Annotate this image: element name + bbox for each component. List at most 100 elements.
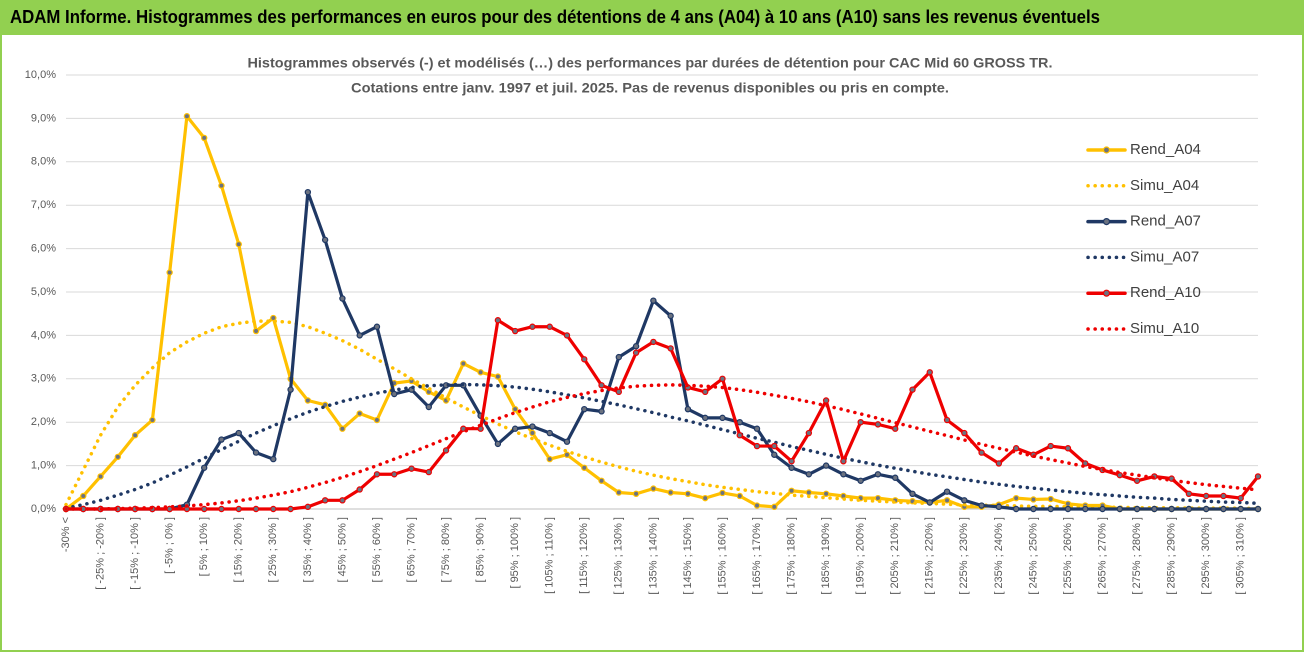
- data-point: [1064, 445, 1072, 452]
- data-point: [270, 455, 277, 463]
- data-point: [874, 421, 882, 428]
- data-point: [183, 113, 191, 120]
- x-tick-label: [ 295% ; 300% ]: [1200, 517, 1212, 595]
- data-point: [598, 477, 605, 484]
- legend-label: Rend_A04: [1130, 141, 1201, 158]
- data-point: [805, 429, 813, 437]
- data-point: [1047, 495, 1054, 503]
- x-tick-label: [ 95% ; 100% ]: [509, 517, 521, 589]
- data-point: [97, 473, 104, 480]
- data-point: [771, 442, 778, 450]
- data-point: [1012, 494, 1020, 502]
- x-tick-label: [ 55% ; 60% ]: [371, 517, 383, 582]
- y-tick-label: 10,0%: [25, 69, 56, 81]
- data-point: [892, 474, 899, 481]
- data-point: [719, 489, 726, 497]
- legend-label: Rend_A10: [1130, 284, 1201, 301]
- data-point: [1047, 505, 1054, 513]
- data-point: [701, 494, 709, 502]
- data-point: [442, 447, 450, 454]
- data-point: [1202, 505, 1210, 513]
- data-point: [1185, 505, 1193, 513]
- legend-marker: [1102, 218, 1111, 226]
- data-point: [684, 490, 692, 498]
- legend-label: Simu_A07: [1130, 248, 1199, 265]
- data-point: [1133, 477, 1141, 484]
- data-point: [995, 460, 1003, 467]
- data-point: [701, 388, 709, 396]
- data-point: [1047, 442, 1054, 450]
- data-point: [304, 503, 312, 511]
- subtitle: Cotations entre janv. 1997 et juil. 2025…: [351, 80, 949, 96]
- x-tick-label: [ 165% ; 170% ]: [751, 517, 763, 595]
- data-point: [166, 505, 173, 513]
- data-point: [304, 397, 312, 404]
- data-point: [270, 314, 277, 322]
- x-tick-label: [ 135% ; 140% ]: [647, 517, 659, 595]
- data-point: [822, 490, 830, 498]
- data-point: [511, 405, 519, 413]
- data-point: [840, 471, 847, 478]
- series-line: [64, 383, 1260, 511]
- data-point: [615, 353, 623, 361]
- x-tick-label: [ 215% ; 220% ]: [924, 517, 936, 595]
- data-point: [321, 497, 329, 504]
- data-point: [218, 436, 225, 443]
- data-point: [511, 425, 519, 432]
- series-line: [64, 190, 1260, 511]
- data-point: [218, 505, 225, 513]
- data-point: [546, 429, 553, 437]
- legend-marker: [1102, 146, 1111, 154]
- data-point: [339, 295, 346, 302]
- data-point: [356, 410, 363, 417]
- data-point: [581, 405, 588, 413]
- data-point: [684, 405, 692, 413]
- y-tick-label: 3,0%: [31, 373, 56, 385]
- data-point: [788, 458, 795, 465]
- data-point: [339, 425, 346, 432]
- data-point: [719, 414, 726, 422]
- legend-label: Simu_A04: [1130, 177, 1199, 194]
- data-point: [1237, 505, 1244, 513]
- data-point: [460, 360, 467, 367]
- x-tick-label: [ 185% ; 190% ]: [820, 517, 832, 595]
- data-point: [563, 438, 571, 445]
- data-point: [650, 485, 657, 492]
- data-point: [373, 323, 381, 330]
- data-point: [909, 490, 916, 498]
- data-point: [563, 332, 571, 339]
- data-point: [1220, 505, 1227, 513]
- data-point: [943, 416, 951, 424]
- data-point: [961, 429, 968, 437]
- data-point: [1064, 505, 1072, 513]
- data-point: [477, 369, 484, 376]
- data-point: [425, 403, 432, 411]
- data-point: [719, 375, 726, 382]
- data-point: [391, 471, 398, 478]
- data-point: [1168, 505, 1175, 513]
- data-point: [201, 505, 208, 513]
- x-tick-label: [ 275% ; 280% ]: [1131, 517, 1143, 595]
- data-point: [581, 356, 588, 363]
- data-point: [270, 505, 277, 513]
- x-tick-label: [ 265% ; 270% ]: [1096, 517, 1108, 595]
- data-point: [563, 451, 571, 458]
- data-point: [1064, 500, 1072, 507]
- data-point: [943, 497, 951, 504]
- data-point: [114, 453, 122, 461]
- data-point: [943, 488, 951, 495]
- x-tick-label: [ 25% ; 30% ]: [267, 517, 279, 582]
- data-point: [304, 188, 312, 196]
- data-point: [373, 471, 381, 478]
- data-point: [892, 425, 899, 432]
- data-point: [736, 492, 743, 500]
- data-point: [252, 327, 260, 335]
- data-point: [753, 502, 761, 509]
- data-point: [356, 332, 363, 339]
- data-point: [581, 464, 588, 471]
- x-tick-label: [ 75% ; 80% ]: [440, 517, 452, 582]
- data-point: [1185, 490, 1193, 498]
- data-point: [201, 134, 208, 142]
- data-point: [874, 471, 882, 478]
